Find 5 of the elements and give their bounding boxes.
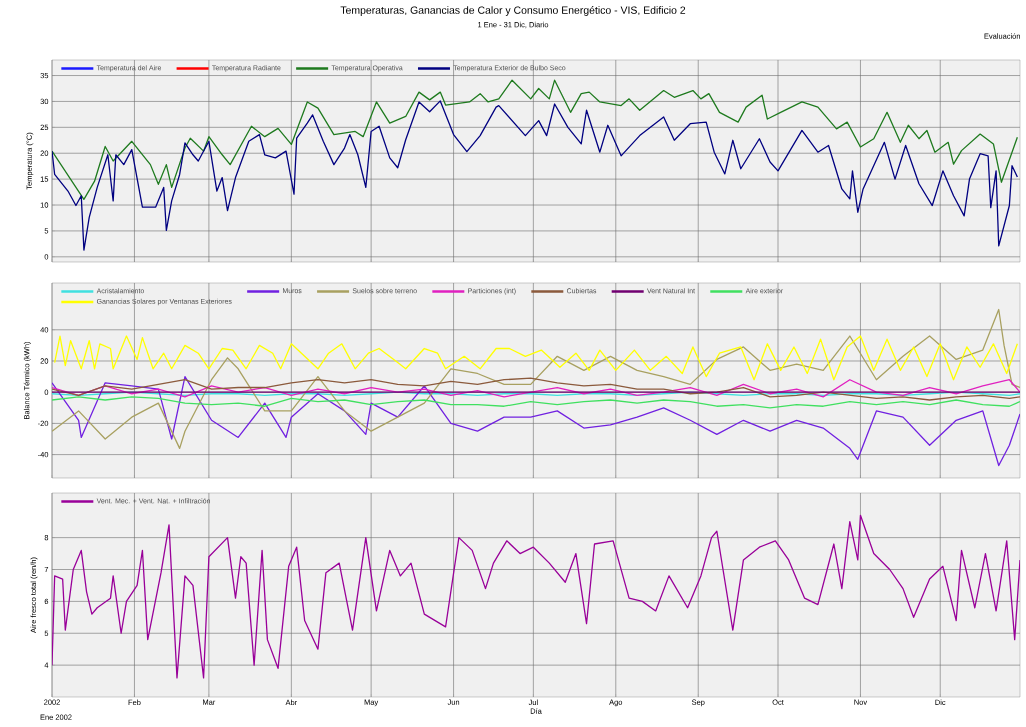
line-series <box>52 396 1021 409</box>
line-series <box>52 514 1021 679</box>
line-series <box>52 79 1018 200</box>
chart-title: Temperaturas, Ganancias de Calor y Consumo Energético - VIS, Edificio 2 <box>340 6 686 16</box>
line-series <box>52 375 1021 467</box>
